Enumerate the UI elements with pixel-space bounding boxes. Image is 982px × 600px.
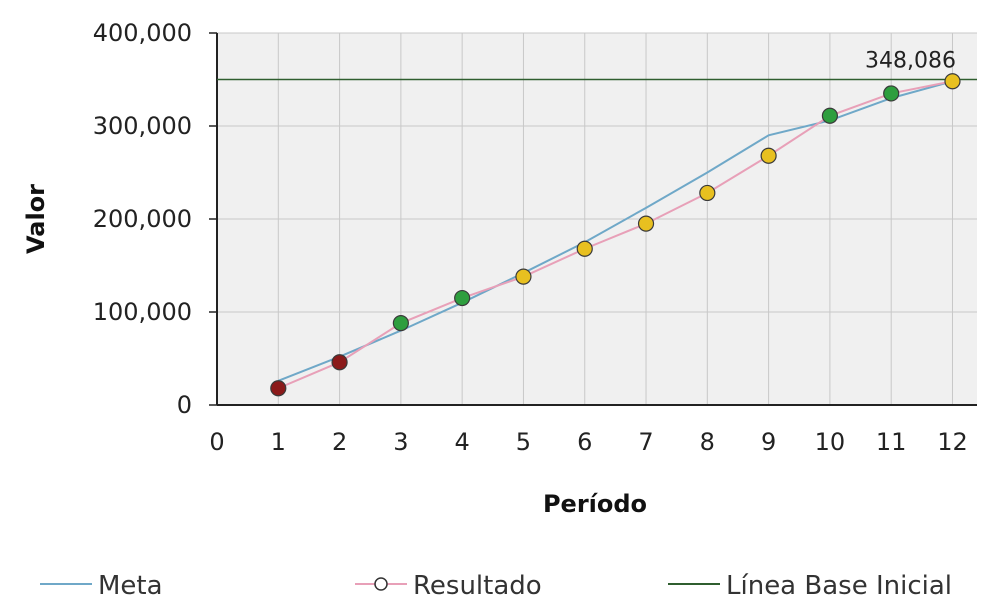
series-group: [217, 78, 977, 390]
data-point-resultado: [883, 85, 900, 102]
x-tick-label: 9: [761, 428, 776, 456]
series-line-meta: [277, 80, 953, 382]
x-tick-label: 6: [577, 428, 592, 456]
x-tick-label: 1: [271, 428, 286, 456]
data-point-resultado: [331, 354, 348, 371]
legend-item-linea-base: Línea Base Inicial: [668, 571, 952, 600]
data-point-resultado: [270, 380, 287, 397]
x-tick-label: 11: [876, 428, 907, 456]
legend-label-resultado: Resultado: [413, 571, 542, 600]
x-tick-label: 10: [815, 428, 846, 456]
data-point-resultado: [515, 268, 532, 285]
x-tick-label: 12: [937, 428, 968, 456]
legend-marker-resultado: [374, 577, 388, 591]
x-tick-label: 5: [516, 428, 531, 456]
x-tick-label: 3: [393, 428, 408, 456]
y-tick-label: 400,000: [93, 19, 192, 47]
x-tick-label: 0: [209, 428, 224, 456]
x-tick-label: 7: [638, 428, 653, 456]
x-axis-title: Período: [543, 490, 647, 518]
axes: [209, 32, 977, 406]
x-tick-label: 2: [332, 428, 347, 456]
y-tick-label: 0: [177, 391, 192, 419]
data-point-resultado: [699, 184, 716, 202]
data-point-resultado: [944, 73, 961, 90]
x-tick-label: 8: [700, 428, 715, 456]
legend-label-meta: Meta: [98, 571, 163, 600]
data-annotation: 348,086: [865, 48, 956, 73]
data-point-resultado: [637, 215, 655, 232]
data-point-resultado: [821, 107, 839, 124]
y-tick-label: 100,000: [93, 298, 192, 326]
data-point-resultado: [576, 240, 593, 257]
series-line-resultado: [277, 80, 953, 390]
grid-lines: [217, 32, 977, 405]
data-point-resultado: [392, 315, 409, 332]
x-tick-label: 4: [455, 428, 470, 456]
data-point-resultado: [760, 147, 777, 164]
tick-labels: 0 1 2 3 4 5 6 7 8 9 10 11 120100,000200,000300,00040…: [93, 19, 968, 456]
y-axis-title: Valor: [22, 184, 50, 254]
legend-item-resultado: Resultado: [355, 571, 542, 600]
data-point-resultado: [454, 289, 471, 307]
y-tick-label: 200,000: [93, 205, 192, 233]
y-tick-label: 300,000: [93, 112, 192, 140]
legend-item-meta: Meta: [40, 571, 163, 600]
legend: Meta Resultado Línea Base Inicial: [40, 571, 952, 600]
legend-label-linea-base: Línea Base Inicial: [726, 571, 952, 600]
markers-group: [270, 73, 961, 397]
